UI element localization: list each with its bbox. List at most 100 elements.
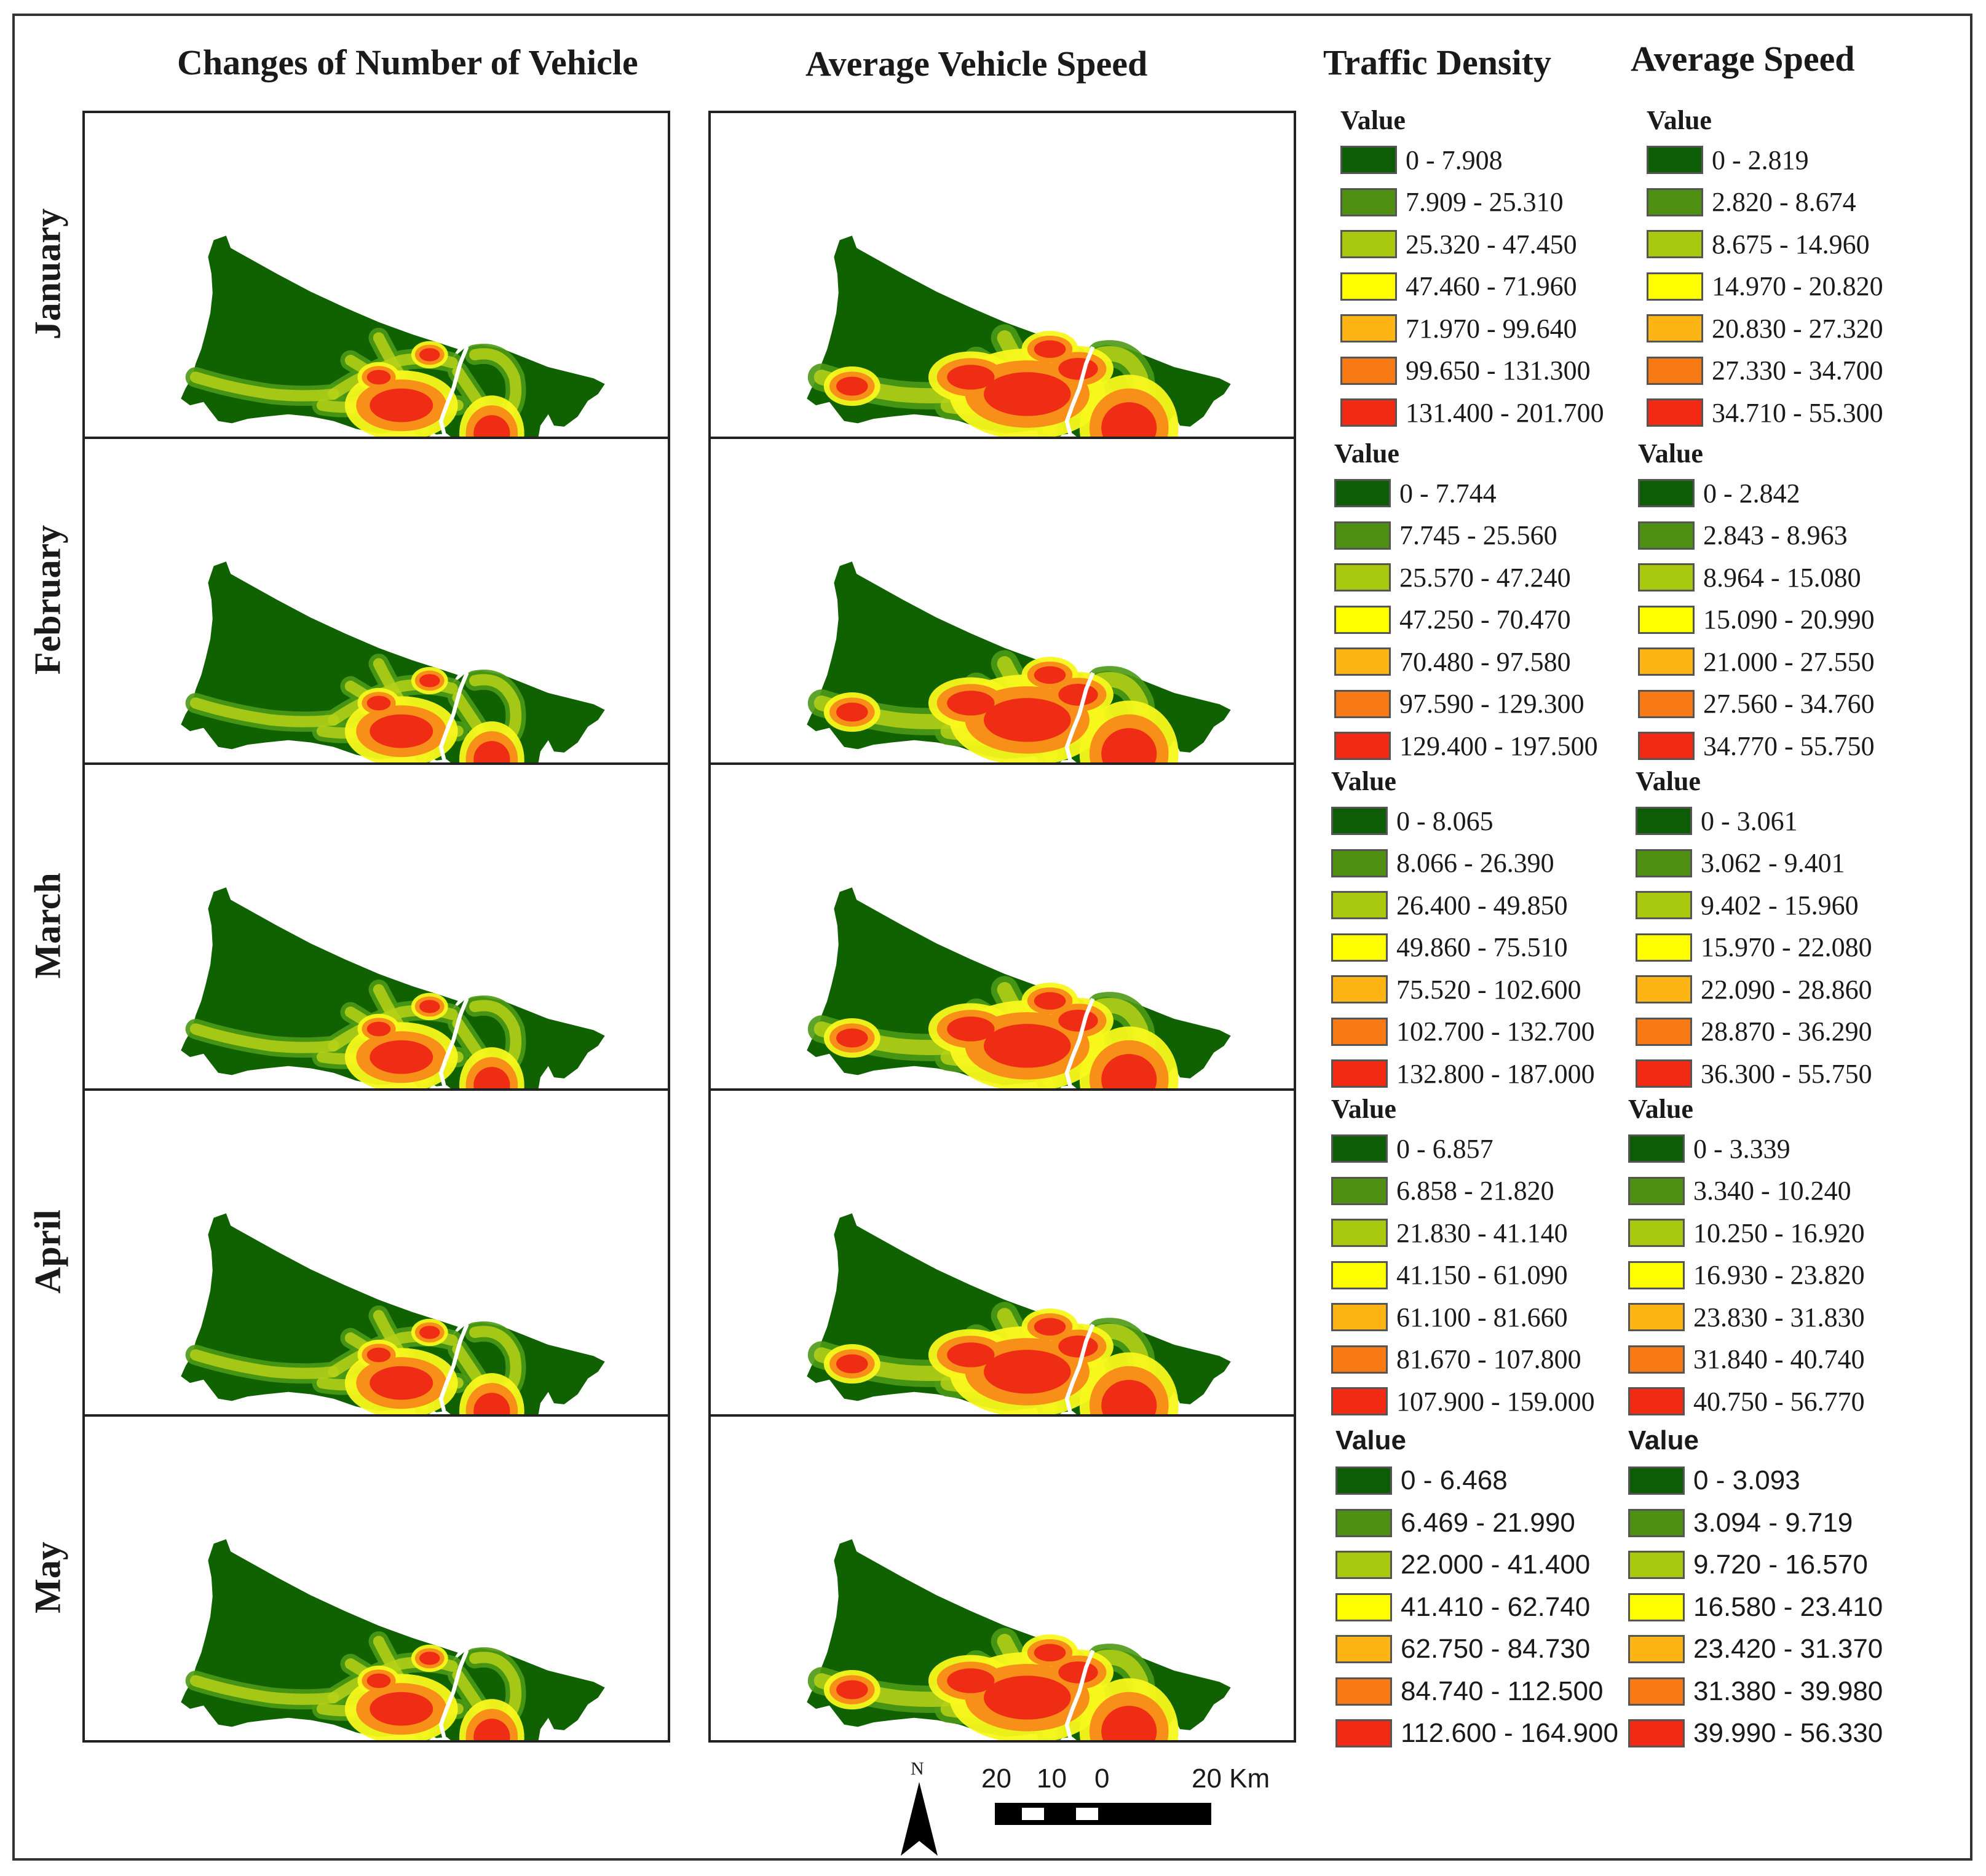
legend-class-2: 7.909 - 25.310 [1340,185,1564,220]
legend-value-title: Value [1331,1094,1396,1124]
istanbul-map-speed [807,235,1231,437]
legend-class-3: 8.964 - 15.080 [1638,560,1861,595]
legend-range-label: 62.750 - 84.730 [1401,1634,1591,1664]
legend-swatch [1335,1635,1392,1663]
month-label-february: February [27,524,68,675]
legend-swatch [1334,479,1391,507]
legend-range-label: 97.590 - 129.300 [1399,689,1584,719]
legend-swatch [1334,732,1391,760]
legend-swatch [1335,1593,1392,1621]
scale-label-10: 10 [1037,1763,1067,1794]
legend-range-label: 41.150 - 61.090 [1396,1260,1568,1290]
legend-class-6: 97.590 - 129.300 [1334,687,1584,721]
legend-range-label: 8.675 - 14.960 [1712,229,1870,259]
legend-range-label: 20.830 - 27.320 [1712,313,1883,344]
legend-class-7: 129.400 - 197.500 [1334,729,1598,763]
legend-range-label: 71.970 - 99.640 [1406,313,1577,344]
legend-swatch [1638,732,1695,760]
legend-range-label: 3.340 - 10.240 [1693,1176,1851,1206]
legend-class-7: 36.300 - 55.750 [1636,1056,1872,1091]
legend-swatch [1647,398,1703,427]
legend-range-label: 0 - 8.065 [1396,805,1493,836]
vehicle-count-map-january [82,111,670,439]
vehicle-count-map-may [82,1414,670,1743]
legend-swatch [1334,605,1391,634]
legend-swatch [1628,1551,1685,1579]
legend-swatch [1628,1635,1685,1663]
legend-swatch [1334,563,1391,592]
legend-range-label: 25.320 - 47.450 [1406,229,1577,259]
legend-range-label: 0 - 3.093 [1693,1465,1800,1495]
legend-range-label: 7.745 - 25.560 [1399,520,1557,550]
legend-range-label: 27.330 - 34.700 [1712,355,1883,386]
legend-range-label: 27.560 - 34.760 [1703,689,1875,719]
legend-range-label: 16.580 - 23.410 [1693,1591,1883,1622]
month-label-may: May [27,1542,68,1613]
legend-range-label: 2.820 - 8.674 [1712,187,1856,217]
legend-range-label: 107.900 - 159.000 [1396,1386,1595,1417]
legend-class-4: 41.410 - 62.740 [1335,1590,1590,1625]
legend-range-label: 0 - 2.842 [1703,478,1800,509]
istanbul-map-speed [807,887,1231,1088]
legend-range-label: 0 - 7.744 [1399,478,1497,509]
north-arrow: N [895,1759,944,1857]
legend-range-label: 23.830 - 31.830 [1693,1302,1865,1332]
legend-value-title: Value [1334,438,1399,469]
legend-value-title: Value [1628,1425,1699,1455]
legend-range-label: 99.650 - 131.300 [1406,355,1591,386]
legend-class-6: 31.380 - 39.980 [1628,1674,1883,1709]
legend-class-3: 25.320 - 47.450 [1340,227,1577,261]
istanbul-map-count [181,235,605,437]
legend-range-label: 132.800 - 187.000 [1396,1058,1595,1089]
legend-class-1: 0 - 3.339 [1628,1131,1790,1166]
legend-range-label: 75.520 - 102.600 [1396,974,1581,1005]
legend-swatch [1334,647,1391,676]
vehicle-speed-map-january [708,111,1296,439]
legend-class-7: 132.800 - 187.000 [1331,1056,1595,1091]
legend-swatch [1628,1219,1685,1247]
legend-range-label: 8.066 - 26.390 [1396,848,1554,878]
legend-range-label: 21.000 - 27.550 [1703,646,1875,677]
legend-class-3: 26.400 - 49.850 [1331,888,1568,922]
istanbul-map-speed [807,1539,1231,1740]
legend-class-6: 102.700 - 132.700 [1331,1015,1595,1049]
legend-swatch [1335,1677,1392,1706]
legend-class-4: 15.970 - 22.080 [1636,930,1872,965]
legend-swatch [1331,1261,1388,1289]
legend-range-label: 129.400 - 197.500 [1399,730,1598,761]
legend-swatch [1636,807,1692,835]
legend-header-average-speed: Average Speed [1631,39,1855,79]
legend-value-title: Value [1331,766,1396,796]
legend-value-title: Value [1636,766,1701,796]
vehicle-speed-map-march [708,762,1296,1091]
istanbul-map-speed [807,1213,1231,1414]
legend-range-label: 131.400 - 201.700 [1406,397,1604,428]
legend-range-label: 6.469 - 21.990 [1401,1507,1575,1538]
scale-label-20-km: 20 Km [1192,1763,1270,1794]
legend-class-3: 9.720 - 16.570 [1628,1548,1868,1582]
legend-swatch [1331,975,1388,1003]
legend-range-label: 0 - 6.857 [1396,1133,1493,1164]
istanbul-map-count [181,1213,605,1414]
legend-class-5: 71.970 - 99.640 [1340,311,1577,346]
legend-class-2: 7.745 - 25.560 [1334,518,1557,553]
legend-swatch [1628,1176,1685,1205]
legend-swatch [1638,479,1695,507]
legend-range-label: 2.843 - 8.963 [1703,520,1848,550]
legend-swatch [1636,1059,1692,1088]
legend-class-2: 6.469 - 21.990 [1335,1506,1575,1540]
legend-class-4: 49.860 - 75.510 [1331,930,1568,965]
legend-class-2: 6.858 - 21.820 [1331,1174,1554,1208]
legend-swatch [1335,1551,1392,1579]
legend-class-5: 70.480 - 97.580 [1334,644,1571,679]
legend-swatch [1331,1345,1388,1374]
legend-class-1: 0 - 2.842 [1638,476,1800,510]
legend-swatch [1638,563,1695,592]
legend-range-label: 15.090 - 20.990 [1703,604,1875,635]
legend-swatch [1628,1466,1685,1495]
legend-range-label: 7.909 - 25.310 [1406,187,1564,217]
legend-swatch [1340,398,1397,427]
legend-swatch [1331,933,1388,962]
legend-range-label: 9.402 - 15.960 [1701,890,1859,920]
vehicle-speed-map-april [708,1088,1296,1417]
